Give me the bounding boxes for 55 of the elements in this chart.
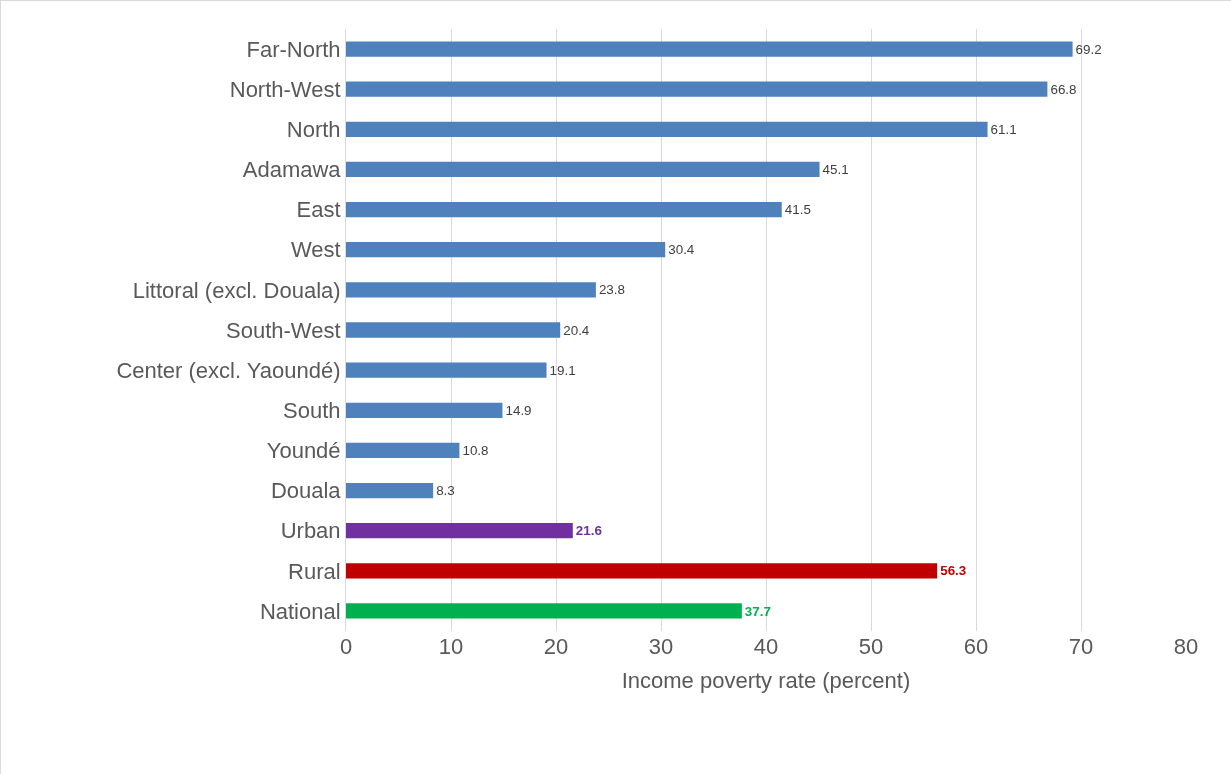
data-label: 69.2: [1075, 41, 1102, 57]
x-tick-label: 30: [648, 634, 674, 659]
bar: [346, 523, 573, 539]
bar: [346, 201, 782, 218]
x-tick-label: 60: [963, 634, 989, 659]
y-tick-label: Urban: [280, 518, 341, 544]
x-axis-title: Income poverty rate (percent): [621, 667, 911, 693]
y-tick-label: National: [259, 598, 341, 624]
bar: [346, 563, 938, 579]
data-label: 21.6: [575, 523, 602, 539]
y-tick-label: Rural: [288, 558, 341, 584]
y-tick-label: Center (excl. Yaoundé): [116, 357, 341, 383]
y-tick-label: Douala: [270, 478, 342, 504]
bar: [346, 402, 503, 418]
data-label: 56.3: [940, 563, 967, 579]
bar: [346, 282, 596, 298]
data-label: 45.1: [822, 162, 849, 178]
y-tick-label: North: [286, 117, 341, 143]
x-tick-label: 80: [1173, 634, 1199, 659]
bar: [346, 442, 460, 459]
x-tick-label: 70: [1068, 634, 1094, 659]
y-tick-label: East: [296, 197, 341, 223]
bar: [346, 81, 1048, 97]
data-label: 30.4: [668, 242, 695, 258]
y-tick-label: Far-North: [246, 36, 341, 62]
data-label: 23.8: [598, 282, 626, 298]
data-label: 8.3: [436, 483, 455, 499]
data-label: 14.9: [505, 402, 532, 418]
data-label: 20.4: [563, 322, 590, 338]
y-tick-label: North-West: [229, 76, 341, 102]
data-label: 61.1: [990, 121, 1017, 137]
data-label: 10.8: [462, 442, 489, 458]
x-tick-label: 0: [339, 634, 353, 659]
bar: [346, 482, 434, 499]
y-tick-label: Littoral (excl. Douala): [132, 277, 341, 303]
bar: [346, 362, 547, 378]
y-tick-label: Youndé: [266, 438, 341, 464]
y-tick-label: South: [283, 397, 341, 423]
x-tick-label: 40: [753, 634, 779, 659]
data-label: 37.7: [744, 603, 771, 619]
data-label: 41.5: [784, 202, 811, 218]
bar: [346, 121, 988, 137]
y-tick-label: Adamawa: [242, 157, 342, 183]
x-tick-label: 20: [543, 634, 569, 659]
data-label: 19.1: [549, 362, 576, 378]
y-tick-label: West: [290, 237, 341, 263]
y-tick-label: South-West: [226, 317, 341, 343]
data-label: 66.8: [1050, 81, 1077, 97]
x-tick-label: 10: [438, 634, 464, 659]
bar: [346, 603, 742, 619]
bar: [346, 161, 820, 178]
bar: [346, 242, 666, 258]
bar: [346, 41, 1073, 57]
x-tick-label: 50: [858, 634, 884, 659]
bar: [346, 322, 561, 338]
